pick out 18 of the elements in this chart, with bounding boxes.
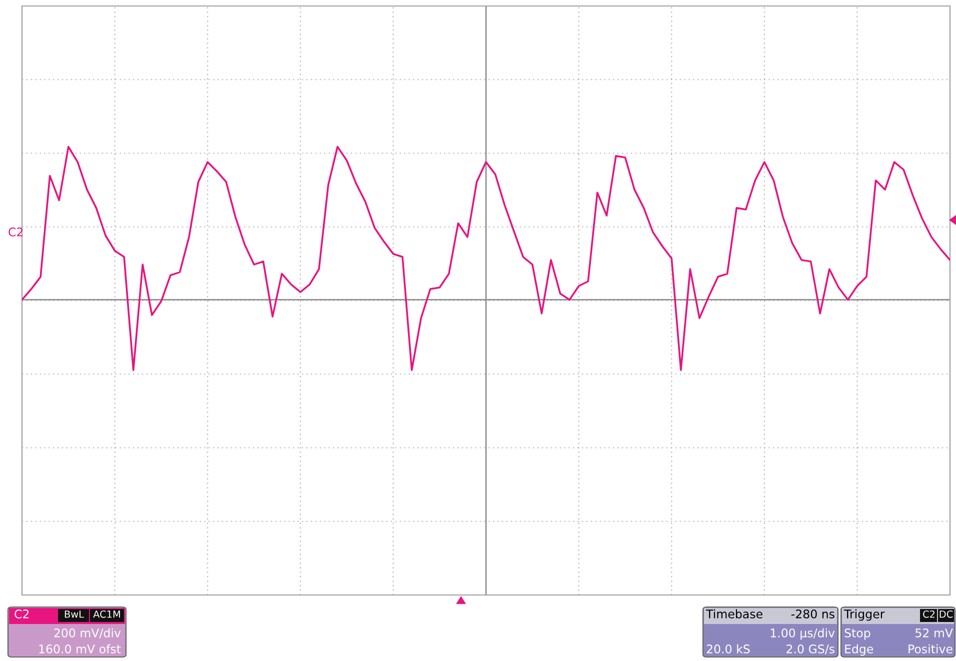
text: 20.0 kS [706,644,750,654]
text: 200 mV/div [54,628,121,638]
text: Stop [844,628,870,640]
text: Trigger [844,609,885,621]
annotation: C2 [8,227,23,236]
text: 2.0 GS/s [786,644,834,654]
text: 160.0 mV ofst [39,644,121,654]
text: C2 [923,610,935,618]
text: C2 [14,609,29,618]
text: AC1M [93,610,120,618]
text: DC [940,610,953,618]
text: BwL [64,610,84,618]
text: Edge [845,644,874,656]
text: 52 mV [916,628,953,638]
text: 1.00 µs/div [770,628,835,640]
text: -280 ns [791,609,834,618]
text: Positive [908,644,952,654]
text: Timebase [706,609,762,618]
